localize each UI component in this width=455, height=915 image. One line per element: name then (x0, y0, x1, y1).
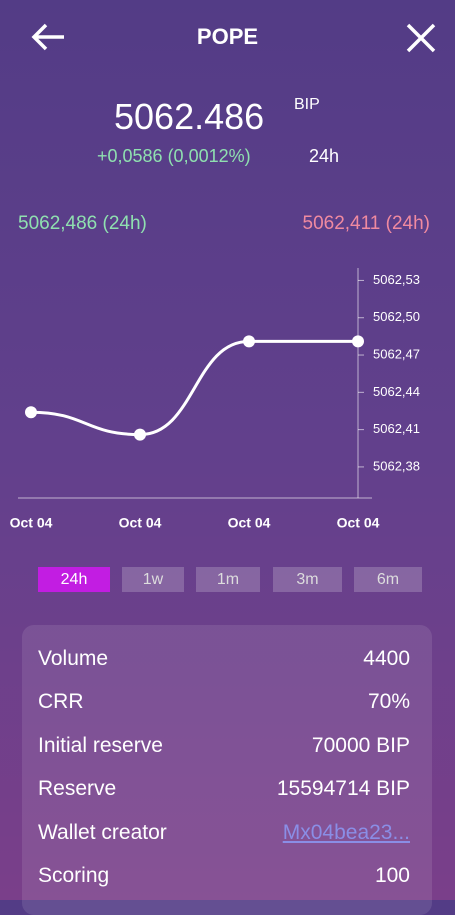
point (25, 406, 37, 419)
x-tick-label: Oct 04 (228, 515, 271, 531)
y-tick-label: 5062,53 (373, 272, 420, 287)
price: 5062.486 (114, 96, 265, 137)
period-tab[interactable]: 3m (273, 567, 342, 592)
price-unit: BIP (294, 96, 320, 113)
chart: 5062,486 (24h) 5062,411 (24h) 5062,53 5062,… (10, 213, 430, 531)
period-tab[interactable]: 1m (196, 567, 260, 592)
stat-value[interactable]: Mx04bea23... (282, 820, 410, 844)
back-button[interactable] (30, 22, 66, 52)
stat-row: Scoring 100 (38, 864, 410, 888)
annotation-low: 5062,411 (24h) (303, 213, 430, 234)
stat-value: 15594714 BIP (276, 777, 410, 801)
period-tab[interactable]: 24h (38, 567, 110, 592)
point (243, 335, 255, 348)
stat-label: Initial reserve (38, 733, 163, 757)
stat-label: Reserve (38, 777, 117, 801)
y-tick-label: 5062,50 (373, 309, 420, 324)
stat-value: 70% (367, 690, 410, 714)
stat-label: Scoring (38, 864, 110, 887)
title: POPE (196, 24, 259, 49)
stat-label: Volume (38, 647, 109, 670)
stat-value: 70000 BIP (311, 733, 410, 757)
x-tick-label: Oct 04 (119, 515, 162, 531)
stats-card (22, 625, 432, 915)
stat-row: Volume 4400 (38, 647, 410, 671)
y-tick-label: 5062,38 (373, 458, 420, 473)
stat-value: 100 (374, 864, 410, 887)
point (352, 335, 364, 348)
change-period: 24h (309, 146, 340, 166)
y-tick-label: 5062,44 (373, 384, 420, 399)
x-tick-label: Oct 04 (337, 515, 380, 531)
change: +0,0586 (0,0012%) (97, 146, 251, 166)
close-button[interactable] (405, 22, 437, 54)
y-tick-label: 5062,41 (373, 421, 420, 436)
period-tab[interactable]: 6m (354, 567, 422, 592)
stat-row: Reserve 15594714 BIP (38, 777, 410, 801)
period-tab[interactable]: 1w (122, 567, 184, 592)
stat-row: Initial reserve 70000 BIP (38, 734, 410, 758)
annotation-high: 5062,486 (24h) (18, 213, 147, 234)
price-line (30, 339, 358, 437)
stat-row: CRR 70% (38, 690, 410, 714)
stat-row: Wallet creator Mx04bea23... (38, 821, 410, 845)
x-tick-label: Oct 04 (10, 515, 53, 531)
stat-value: 4400 (363, 647, 410, 670)
stat-label: Wallet creator (38, 820, 167, 844)
y-tick-label: 5062,47 (373, 346, 420, 361)
point (134, 428, 146, 441)
stat-label: CRR (38, 690, 84, 714)
